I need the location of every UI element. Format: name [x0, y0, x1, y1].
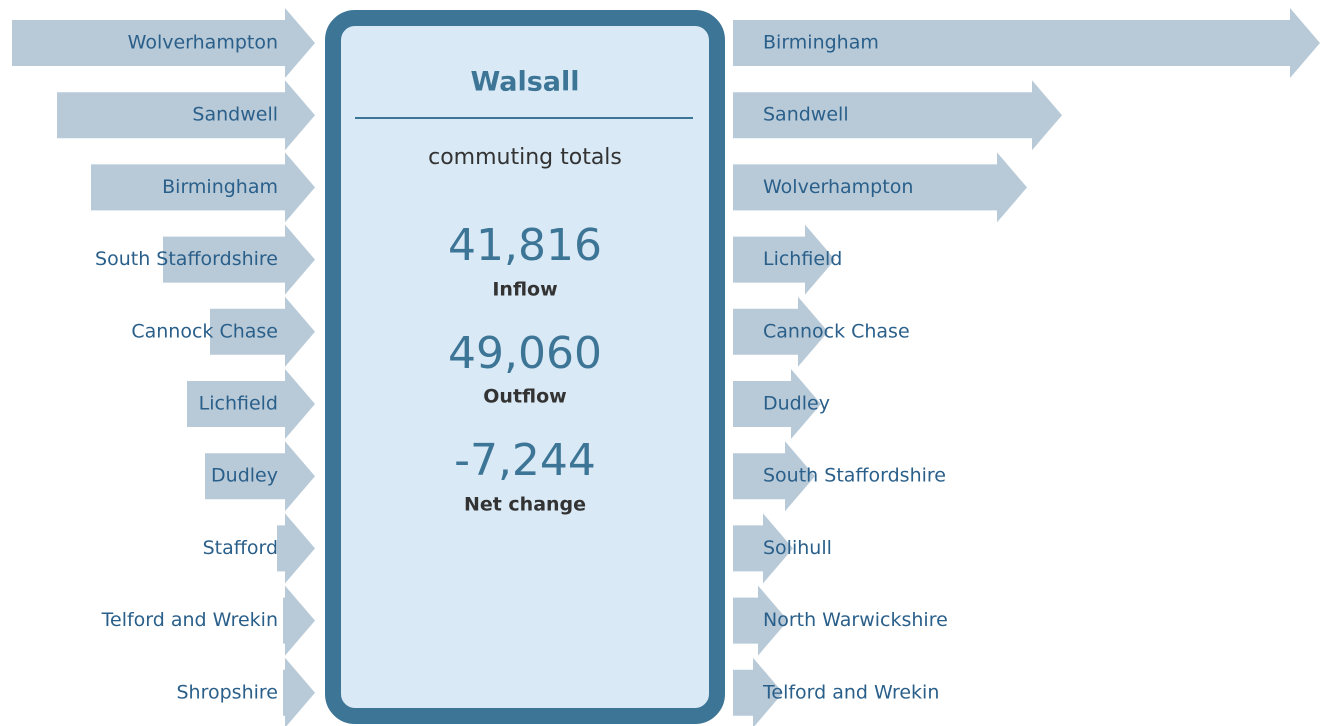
inflow-arrow — [163, 224, 315, 295]
place-label: Lichfield — [199, 393, 278, 415]
stat-label: Inflow — [492, 279, 557, 301]
panel-subtitle: commuting totals — [428, 145, 622, 170]
place-label: Telford and Wrekin — [762, 681, 939, 703]
place-label: Dudley — [211, 465, 278, 487]
inflow-arrow — [187, 369, 315, 439]
stat-value: 41,816 — [448, 220, 602, 271]
inflow-arrow — [205, 441, 315, 512]
outflow-arrow — [733, 80, 1062, 151]
stat-value: -7,244 — [454, 435, 596, 486]
outflow-arrow — [733, 296, 828, 367]
place-label: Solihull — [763, 537, 832, 559]
place-label: Dudley — [763, 393, 830, 415]
inflow-arrow — [57, 80, 315, 151]
place-label: Birmingham — [162, 176, 278, 198]
place-label: Sandwell — [763, 104, 849, 126]
place-label: Sandwell — [192, 104, 278, 126]
place-label: Shropshire — [177, 681, 279, 703]
inflow-arrow — [91, 152, 315, 223]
place-label: Cannock Chase — [763, 320, 910, 342]
place-label: Cannock Chase — [131, 320, 278, 342]
outflow-arrow — [733, 224, 835, 295]
outflow-arrow — [733, 369, 821, 439]
place-label: South Staffordshire — [95, 248, 278, 270]
stat-value: 49,060 — [448, 328, 602, 379]
stat-label: Outflow — [483, 386, 566, 408]
place-label: Telford and Wrekin — [101, 609, 278, 631]
inflow-arrow — [277, 513, 315, 584]
inflow-arrow — [12, 8, 315, 78]
panel — [325, 10, 725, 724]
place-label: Wolverhampton — [128, 32, 278, 54]
outflow-arrow — [733, 657, 783, 726]
outflow-arrow — [733, 152, 1027, 223]
place-label: Wolverhampton — [763, 176, 913, 198]
place-label: North Warwickshire — [763, 609, 948, 631]
stat-label: Net change — [464, 494, 586, 516]
outflow-arrow — [733, 8, 1320, 78]
place-label: Birmingham — [763, 32, 879, 54]
place-label: South Staffordshire — [763, 465, 946, 487]
arrows — [12, 8, 1320, 726]
inflow-arrow — [210, 296, 315, 367]
outflow-arrow — [733, 441, 815, 512]
outflow-arrow — [733, 513, 793, 584]
inflow-arrow — [283, 657, 315, 726]
place-label: Stafford — [203, 537, 278, 559]
place-label: Lichfield — [763, 248, 842, 270]
inflow-arrow — [283, 585, 315, 656]
panel-title: Walsall — [470, 67, 579, 98]
outflow-arrow — [733, 585, 788, 656]
